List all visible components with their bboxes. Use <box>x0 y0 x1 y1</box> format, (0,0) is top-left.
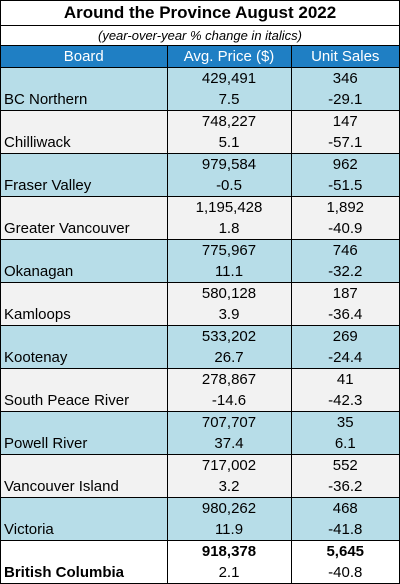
table-row-change: 7.5 -29.1 <box>1 89 399 111</box>
province-table: Board Avg. Price ($) Unit Sales BC North… <box>1 46 399 583</box>
table-row: Victoria 980,262 468 <box>1 497 399 541</box>
board-name: Kamloops <box>1 282 167 326</box>
avg-price-value: 278,867 <box>166 368 291 390</box>
table-row: Fraser Valley 979,584 962 <box>1 153 399 197</box>
avg-price-change: 5.1 <box>166 132 291 154</box>
unit-sales-value: 962 <box>290 153 399 175</box>
total-unit-sales-change: -40.8 <box>290 562 399 583</box>
unit-sales-change: -41.8 <box>290 519 399 541</box>
table-row: Kamloops 580,128 187 <box>1 282 399 326</box>
unit-sales-change: -40.9 <box>290 218 399 240</box>
board-name: Chilliwack <box>1 110 167 154</box>
avg-price-value: 980,262 <box>166 497 291 519</box>
avg-price-change: 26.7 <box>166 347 291 369</box>
unit-sales-value: 147 <box>290 110 399 132</box>
unit-sales-change: -36.2 <box>290 476 399 498</box>
avg-price-change: -0.5 <box>166 175 291 197</box>
total-unit-sales: 5,645 <box>290 540 399 562</box>
avg-price-value: 533,202 <box>166 325 291 347</box>
avg-price-value: 717,002 <box>166 454 291 476</box>
avg-price-value: 580,128 <box>166 282 291 304</box>
total-row: British Columbia 918,378 5,645 <box>1 540 399 583</box>
total-row-change: 2.1 -40.8 <box>1 562 399 583</box>
table-row: Kootenay 533,202 269 <box>1 325 399 369</box>
total-avg-price-change: 2.1 <box>166 562 291 583</box>
board-name: Kootenay <box>1 325 167 369</box>
board-name: Victoria <box>1 497 167 541</box>
table-row: Greater Vancouver 1,195,428 1,892 <box>1 196 399 240</box>
table-row-change: 1.8 -40.9 <box>1 218 399 240</box>
board-name: Greater Vancouver <box>1 196 167 240</box>
unit-sales-change: -42.3 <box>290 390 399 412</box>
header-unit-sales: Unit Sales <box>290 46 399 68</box>
unit-sales-change: 6.1 <box>290 433 399 455</box>
table-row: Powell River 707,707 35 <box>1 411 399 455</box>
avg-price-change: 3.9 <box>166 304 291 326</box>
board-name: Powell River <box>1 411 167 455</box>
avg-price-change: 1.8 <box>166 218 291 240</box>
board-name: South Peace River <box>1 368 167 412</box>
unit-sales-value: 1,892 <box>290 196 399 218</box>
table-row-change: 11.1 -32.2 <box>1 261 399 283</box>
table-row-change: 3.9 -36.4 <box>1 304 399 326</box>
unit-sales-change: -32.2 <box>290 261 399 283</box>
table-row: Okanagan 775,967 746 <box>1 239 399 283</box>
unit-sales-change: -24.4 <box>290 347 399 369</box>
avg-price-change: 3.2 <box>166 476 291 498</box>
unit-sales-change: -51.5 <box>290 175 399 197</box>
avg-price-change: 7.5 <box>166 89 291 111</box>
table-row-change: -14.6 -42.3 <box>1 390 399 412</box>
avg-price-value: 1,195,428 <box>166 196 291 218</box>
table-row-change: 5.1 -57.1 <box>1 132 399 154</box>
unit-sales-value: 746 <box>290 239 399 261</box>
avg-price-value: 979,584 <box>166 153 291 175</box>
avg-price-change: 11.9 <box>166 519 291 541</box>
board-name: BC Northern <box>1 67 167 111</box>
avg-price-value: 429,491 <box>166 67 291 89</box>
board-name: Vancouver Island <box>1 454 167 498</box>
avg-price-change: 37.4 <box>166 433 291 455</box>
unit-sales-value: 346 <box>290 67 399 89</box>
table-subtitle: (year-over-year % change in italics) <box>1 26 399 46</box>
unit-sales-value: 187 <box>290 282 399 304</box>
header-avg-price: Avg. Price ($) <box>166 46 291 68</box>
total-avg-price: 918,378 <box>166 540 291 562</box>
avg-price-change: -14.6 <box>166 390 291 412</box>
board-name: Okanagan <box>1 239 167 283</box>
unit-sales-value: 35 <box>290 411 399 433</box>
avg-price-value: 775,967 <box>166 239 291 261</box>
avg-price-value: 748,227 <box>166 110 291 132</box>
table-row-change: -0.5 -51.5 <box>1 175 399 197</box>
avg-price-change: 11.1 <box>166 261 291 283</box>
table-row-change: 3.2 -36.2 <box>1 476 399 498</box>
header-row: Board Avg. Price ($) Unit Sales <box>1 46 399 68</box>
table-row: Vancouver Island 717,002 552 <box>1 454 399 498</box>
unit-sales-value: 468 <box>290 497 399 519</box>
table-row-change: 26.7 -24.4 <box>1 347 399 369</box>
table-row: South Peace River 278,867 41 <box>1 368 399 412</box>
unit-sales-value: 269 <box>290 325 399 347</box>
table-row-change: 37.4 6.1 <box>1 433 399 455</box>
unit-sales-value: 41 <box>290 368 399 390</box>
table-title: Around the Province August 2022 <box>1 1 399 26</box>
unit-sales-change: -57.1 <box>290 132 399 154</box>
total-board-name: British Columbia <box>1 540 167 583</box>
table-row-change: 11.9 -41.8 <box>1 519 399 541</box>
unit-sales-change: -36.4 <box>290 304 399 326</box>
table-row: BC Northern 429,491 346 <box>1 67 399 111</box>
unit-sales-value: 552 <box>290 454 399 476</box>
table-row: Chilliwack 748,227 147 <box>1 110 399 154</box>
board-name: Fraser Valley <box>1 153 167 197</box>
avg-price-value: 707,707 <box>166 411 291 433</box>
header-board: Board <box>1 46 167 68</box>
unit-sales-change: -29.1 <box>290 89 399 111</box>
table-body: BC Northern 429,491 346 7.5 -29.1 Chilliwack 7… <box>1 67 399 583</box>
